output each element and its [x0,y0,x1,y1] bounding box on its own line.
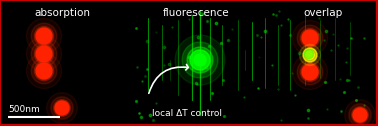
Circle shape [36,63,52,79]
Circle shape [301,28,320,48]
Circle shape [34,26,54,46]
Circle shape [175,35,225,85]
Text: fluorescence: fluorescence [163,8,229,18]
Circle shape [187,47,213,73]
Circle shape [31,58,57,84]
Circle shape [353,108,367,122]
Circle shape [34,44,54,64]
Circle shape [194,54,206,66]
Text: absorption: absorption [34,8,90,18]
Circle shape [36,28,52,44]
Circle shape [303,48,317,62]
Circle shape [293,54,328,90]
Circle shape [34,61,54,81]
Circle shape [302,30,318,46]
Circle shape [349,104,371,126]
Circle shape [302,64,318,80]
Circle shape [54,100,70,116]
Circle shape [345,100,375,126]
Circle shape [182,42,218,78]
Text: local ΔT control: local ΔT control [152,109,222,118]
Circle shape [301,62,320,82]
Circle shape [304,49,313,59]
Circle shape [306,51,314,59]
Circle shape [31,23,57,49]
Circle shape [46,93,77,123]
Circle shape [31,41,57,67]
Circle shape [26,36,62,72]
Circle shape [352,107,369,123]
Text: overlap: overlap [304,8,342,18]
Circle shape [297,59,323,85]
Circle shape [26,53,62,89]
Circle shape [51,97,73,119]
Circle shape [293,20,328,56]
Circle shape [26,18,62,54]
Circle shape [299,44,321,66]
Circle shape [36,46,52,62]
Circle shape [190,50,210,70]
Text: 500nm: 500nm [8,105,40,114]
Circle shape [297,25,323,51]
Circle shape [55,101,69,115]
